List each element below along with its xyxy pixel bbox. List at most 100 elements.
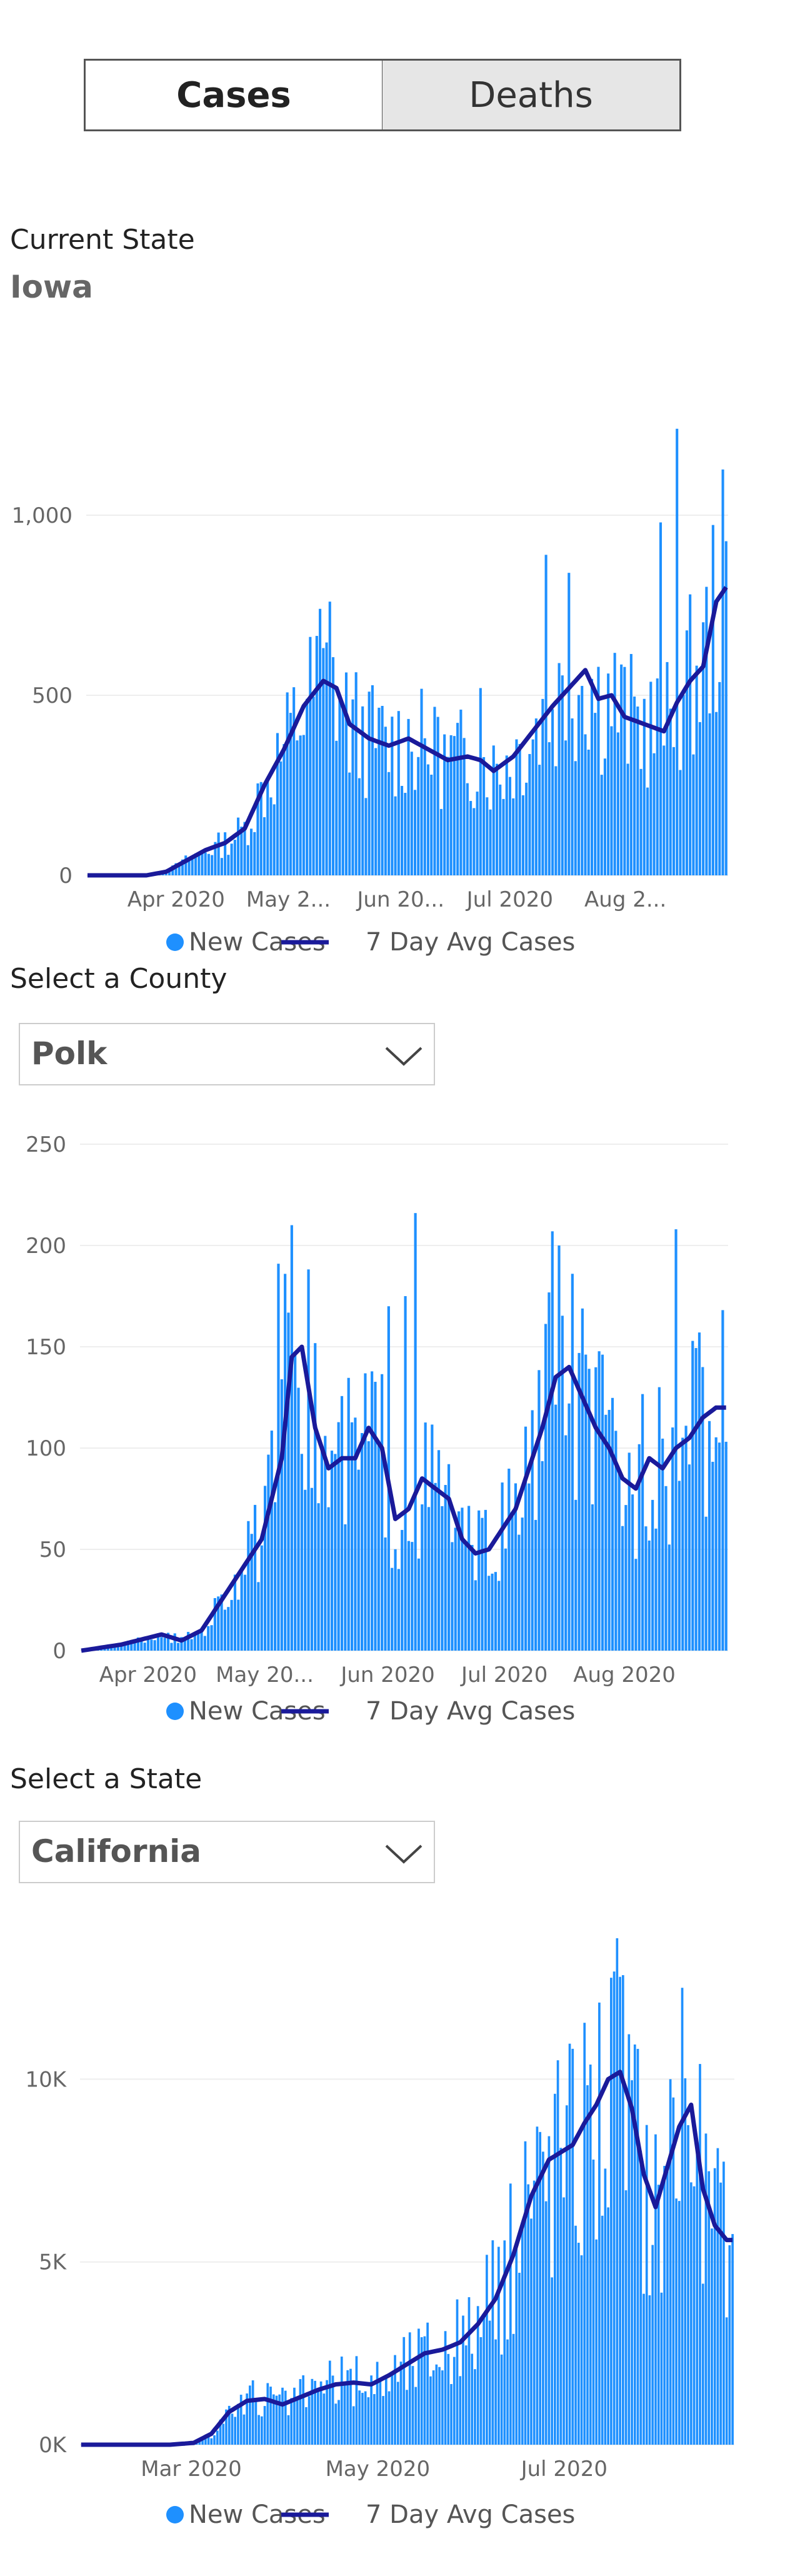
state-dropdown[interactable]: California bbox=[19, 1821, 435, 1883]
new-cases-bar bbox=[434, 1482, 437, 1651]
new-cases-bar bbox=[260, 1545, 263, 1651]
new-cases-bar bbox=[259, 782, 262, 875]
new-cases-bar bbox=[211, 855, 214, 875]
new-cases-bar bbox=[613, 653, 616, 875]
new-cases-bar bbox=[548, 1292, 551, 1651]
cases-toggle-button[interactable]: Cases bbox=[84, 59, 384, 131]
new-cases-bar bbox=[230, 843, 233, 875]
new-cases-bar bbox=[181, 859, 184, 875]
new-cases-bar bbox=[193, 1635, 196, 1651]
new-cases-bar bbox=[574, 2225, 577, 2445]
new-cases-bar bbox=[204, 2437, 207, 2445]
new-cases-bar bbox=[331, 657, 335, 875]
new-cases-bar bbox=[458, 1511, 461, 1651]
new-cases-bar bbox=[407, 1541, 411, 1651]
new-cases-bar bbox=[317, 2388, 319, 2445]
county-select-label: Select a County bbox=[10, 963, 228, 995]
new-cases-bar bbox=[538, 1370, 541, 1651]
new-cases-bar bbox=[420, 688, 423, 875]
new-cases-bar bbox=[373, 2394, 376, 2445]
new-cases-bar bbox=[384, 2375, 388, 2445]
new-cases-bar bbox=[568, 2043, 571, 2445]
new-cases-bar bbox=[250, 1534, 253, 1651]
new-cases-bar bbox=[204, 852, 207, 875]
new-cases-bar bbox=[183, 1638, 186, 1651]
new-cases-bar bbox=[281, 2387, 284, 2445]
new-cases-bar bbox=[350, 1422, 354, 1651]
new-cases-bar bbox=[402, 2337, 406, 2445]
new-cases-bar bbox=[671, 1427, 674, 1651]
new-cases-bar bbox=[532, 2180, 536, 2445]
new-cases-bar bbox=[554, 1404, 558, 1651]
new-cases-bar bbox=[275, 2395, 278, 2445]
new-cases-bar bbox=[695, 665, 698, 875]
y-tick-label: 0 bbox=[52, 1639, 66, 1664]
new-cases-bar bbox=[518, 1534, 521, 1651]
new-cases-bar bbox=[524, 2141, 527, 2445]
new-cases-bar bbox=[619, 1976, 621, 2445]
new-cases-bar bbox=[164, 873, 168, 875]
new-cases-bar bbox=[474, 2369, 476, 2445]
new-cases-bar bbox=[328, 601, 331, 875]
new-cases-bar bbox=[194, 853, 197, 875]
new-cases-bar bbox=[223, 1609, 227, 1651]
new-cases-bar bbox=[234, 2417, 237, 2445]
new-cases-bar bbox=[413, 790, 417, 875]
new-cases-bar bbox=[687, 2125, 689, 2445]
new-cases-bar bbox=[682, 695, 685, 875]
new-cases-bar bbox=[594, 1367, 598, 1651]
new-cases-bar bbox=[324, 1436, 327, 1651]
new-cases-bar bbox=[548, 2136, 551, 2445]
new-cases-bar bbox=[472, 808, 476, 875]
new-cases-bar bbox=[719, 2182, 722, 2445]
new-cases-bar bbox=[515, 739, 518, 875]
new-cases-bar bbox=[462, 2315, 464, 2445]
new-cases-bar bbox=[322, 2393, 326, 2445]
new-cases-bar bbox=[228, 2405, 231, 2445]
new-cases-bar bbox=[429, 2376, 432, 2445]
new-cases-bar bbox=[364, 1373, 367, 1651]
new-cases-bar bbox=[388, 2391, 391, 2445]
new-cases-bar bbox=[689, 594, 692, 875]
new-cases-bar bbox=[233, 840, 236, 875]
y-tick-label: 500 bbox=[32, 683, 72, 708]
new-cases-bar bbox=[466, 783, 469, 875]
new-cases-bar bbox=[597, 667, 600, 875]
new-cases-bar bbox=[284, 2390, 287, 2445]
new-cases-bar bbox=[664, 1486, 668, 1651]
new-cases-bar bbox=[574, 1499, 578, 1651]
new-cases-bar bbox=[482, 2317, 486, 2445]
new-cases-bar bbox=[636, 2048, 639, 2445]
new-cases-bar bbox=[314, 2380, 316, 2445]
new-cases-bar bbox=[648, 2295, 651, 2445]
new-cases-bar bbox=[698, 722, 701, 875]
new-cases-bar bbox=[495, 763, 499, 875]
new-cases-bar bbox=[551, 709, 554, 875]
new-cases-bar bbox=[654, 1528, 658, 1651]
new-cases-bar bbox=[300, 1454, 303, 1651]
new-cases-bar bbox=[505, 755, 508, 875]
new-cases-bar bbox=[381, 706, 384, 875]
new-cases-bar bbox=[341, 707, 344, 875]
new-cases-bar bbox=[237, 817, 240, 875]
new-cases-bar bbox=[367, 1441, 370, 1651]
new-cases-bar bbox=[534, 718, 538, 875]
new-cases-bar bbox=[355, 2356, 358, 2445]
new-cases-bar bbox=[659, 522, 662, 875]
legend-new-cases-marker bbox=[166, 2506, 184, 2523]
new-cases-bar bbox=[361, 1432, 364, 1651]
new-cases-bar bbox=[678, 1481, 681, 1651]
new-cases-bar bbox=[358, 778, 361, 875]
new-cases-bar bbox=[143, 1643, 146, 1651]
new-cases-bar bbox=[633, 2044, 636, 2445]
new-cases-bar bbox=[454, 1527, 457, 1651]
new-cases-bar bbox=[384, 727, 387, 875]
new-cases-bar bbox=[354, 672, 358, 875]
new-cases-bar bbox=[227, 1607, 230, 1651]
new-cases-bar bbox=[624, 2190, 628, 2445]
new-cases-bar bbox=[449, 735, 452, 875]
new-cases-bar bbox=[406, 2390, 408, 2445]
county-dropdown[interactable]: Polk bbox=[19, 1023, 435, 1085]
new-cases-bar bbox=[692, 754, 695, 875]
deaths-toggle-button[interactable]: Deaths bbox=[382, 59, 681, 131]
